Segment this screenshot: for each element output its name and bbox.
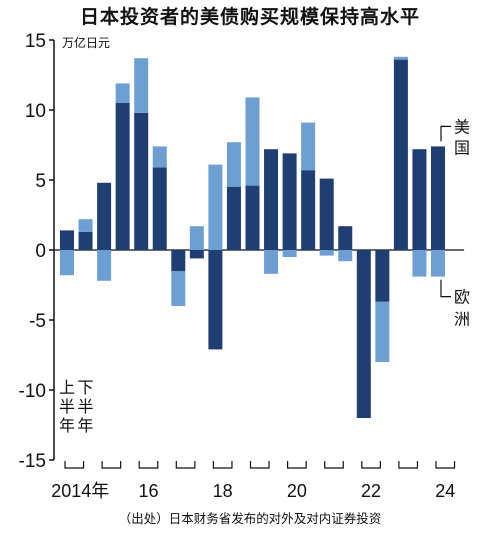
bar-europe: [97, 250, 112, 281]
bar-us: [226, 187, 241, 250]
bar-us: [78, 231, 93, 250]
x-axis-brackets: [64, 461, 456, 469]
bar-us: [393, 59, 408, 250]
bar-us: [245, 185, 260, 250]
bar-us: [319, 178, 334, 250]
bar-us: [282, 153, 297, 250]
bar-europe: [282, 250, 297, 257]
bar-us: [431, 146, 445, 250]
y-axis-ticks: 15 10 5 0 -5 -10 -15: [19, 31, 54, 472]
half-year-label: 年: [59, 416, 75, 435]
bar-europe: [189, 226, 204, 250]
bar-europe: [412, 250, 427, 277]
bar-europe: [171, 271, 186, 306]
bar-europe: [393, 56, 408, 60]
year-bracket: [435, 461, 456, 469]
bar-europe: [226, 142, 241, 187]
x-axis-labels: 2014年 16 18 20 22 24: [51, 481, 455, 501]
year-bracket: [64, 461, 85, 469]
year-bracket: [249, 461, 270, 469]
y-tick-label: 10: [25, 101, 46, 122]
year-bracket: [212, 461, 233, 469]
y-tick-label: -5: [29, 311, 46, 332]
legend-leader-us: [440, 125, 451, 142]
year-bracket: [398, 461, 419, 469]
year-bracket: [361, 461, 381, 469]
y-tick-label: 5: [35, 171, 46, 192]
legend-label-europe: 洲: [454, 310, 470, 329]
half-year-label: 上: [59, 378, 75, 397]
bar-europe: [245, 97, 260, 186]
year-bracket: [324, 461, 344, 469]
half-year-label: 半: [78, 397, 94, 416]
bar-europe: [134, 58, 149, 113]
bar-europe: [78, 219, 93, 232]
y-tick-label: 0: [35, 241, 46, 262]
legend-label-us: 国: [454, 138, 470, 157]
half-year-label: 下: [78, 378, 94, 397]
y-tick-label: -10: [19, 381, 46, 402]
bar-europe: [264, 250, 279, 274]
bar-europe: [338, 250, 353, 262]
bar-us: [301, 170, 316, 250]
x-tick-label: 24: [435, 481, 455, 501]
year-bracket: [138, 461, 159, 469]
bar-europe: [152, 146, 167, 168]
bar-us: [115, 103, 130, 250]
legend-leader-europe: [440, 279, 451, 298]
bar-europe: [208, 164, 223, 250]
legend-label-us: 美: [454, 117, 470, 136]
x-tick-label: 20: [287, 481, 307, 501]
bar-us: [375, 250, 390, 302]
bar-us: [356, 250, 371, 418]
bar-europe: [301, 122, 316, 171]
year-bracket: [101, 461, 122, 469]
bar-europe: [319, 250, 334, 256]
bar-us: [412, 149, 427, 250]
half-year-label: 年: [78, 416, 94, 435]
bar-europe: [431, 250, 445, 277]
year-bracket: [175, 461, 196, 469]
y-tick-label: 15: [25, 31, 46, 52]
legend-label-europe: 欧: [454, 288, 470, 307]
bar-us: [338, 226, 353, 250]
bars-group: [60, 56, 445, 418]
source-note: （出处）日本财务省发布的对外及对内证券投资: [118, 511, 382, 526]
bar-us: [171, 250, 186, 271]
chart-title: 日本投资者的美债购买规模保持高水平: [79, 6, 420, 28]
bar-us: [97, 182, 112, 250]
bar-europe: [375, 301, 390, 362]
half-year-label: 半: [59, 397, 75, 416]
unit-label: 万亿日元: [62, 36, 111, 50]
bar-us: [208, 250, 223, 350]
bar-us: [60, 230, 74, 250]
bar-us: [264, 149, 279, 250]
x-tick-label: 16: [138, 481, 158, 501]
x-tick-label: 18: [213, 481, 233, 501]
year-bracket: [287, 461, 307, 469]
x-tick-label: 22: [361, 481, 381, 501]
y-tick-label: -15: [19, 451, 46, 472]
bar-europe: [60, 250, 74, 276]
bar-us: [189, 250, 204, 259]
bar-europe: [115, 83, 130, 103]
bar-us: [134, 112, 149, 250]
bar-us: [152, 167, 167, 250]
x-tick-label: 2014年: [51, 481, 109, 501]
